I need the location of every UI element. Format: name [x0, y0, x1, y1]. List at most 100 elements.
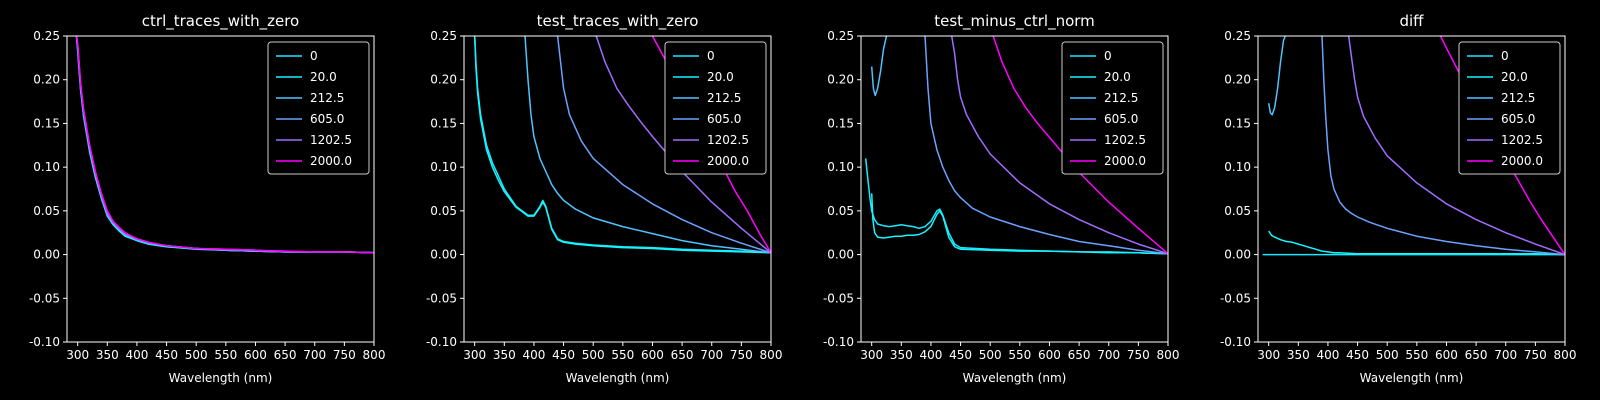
y-tick-label: -0.05 [29, 291, 60, 305]
y-tick-label: 0.10 [430, 160, 457, 174]
series-line-605.0 [924, 36, 1168, 255]
x-tick-label: 300 [463, 348, 486, 362]
series-group [75, 36, 374, 254]
legend-label: 1202.5 [1501, 133, 1543, 147]
y-tick-label: 0.15 [430, 116, 457, 130]
x-tick-label: 450 [949, 348, 972, 362]
y-tick-label: 0.20 [1224, 73, 1251, 87]
axes-frame [860, 35, 1169, 343]
series-line-1202.5 [595, 36, 771, 254]
y-tick-label: 0.00 [33, 248, 60, 262]
y-tick-label: 0.10 [827, 160, 854, 174]
x-axis-label: Wavelength (nm) [1360, 371, 1464, 385]
x-tick-label: 650 [671, 348, 694, 362]
x-tick-label: 400 [522, 348, 545, 362]
x-tick-label: 650 [274, 348, 297, 362]
x-tick-label: 600 [1038, 348, 1061, 362]
legend-label: 0 [1104, 49, 1112, 63]
x-tick-label: 600 [641, 348, 664, 362]
legend-box [664, 41, 767, 175]
x-tick-label: 350 [493, 348, 516, 362]
y-tick-label: -0.10 [426, 335, 457, 349]
axes-frame [1257, 35, 1566, 343]
legend-label: 1202.5 [707, 133, 749, 147]
y-tick-label: 0.15 [827, 116, 854, 130]
legend-label: 605.0 [1501, 112, 1535, 126]
legend-label: 212.5 [1501, 91, 1535, 105]
panel-test-minus-ctrl: test_minus_ctrl_norm Wavelength (nm) 300… [823, 12, 1180, 385]
y-tick-label: 0.20 [430, 73, 457, 87]
x-tick-label: 700 [303, 348, 326, 362]
x-axis-label: Wavelength (nm) [169, 371, 273, 385]
x-tick-label: 700 [1097, 348, 1120, 362]
y-tick-label: -0.10 [823, 335, 854, 349]
y-tick-label: 0.20 [827, 73, 854, 87]
legend-label: 212.5 [1104, 91, 1138, 105]
panel-test-traces: test_traces_with_zero Wavelength (nm) 30… [426, 12, 783, 385]
y-tick-label: -0.05 [426, 291, 457, 305]
legend-label: 20.0 [310, 70, 337, 84]
y-tick-label: 0.00 [1224, 248, 1251, 262]
series-line-212.5 [1267, 36, 1286, 116]
x-tick-label: 700 [700, 348, 723, 362]
x-tick-label: 550 [214, 348, 237, 362]
panel-title: test_minus_ctrl_norm [934, 12, 1095, 31]
x-tick-label: 500 [979, 348, 1002, 362]
y-tick-label: 0.05 [430, 204, 457, 218]
x-tick-label: 800 [363, 348, 386, 362]
panel-ctrl-traces: ctrl_traces_with_zero Wavelength (nm) 30… [29, 12, 386, 385]
x-tick-label: 800 [1157, 348, 1180, 362]
y-tick-label: 0.10 [33, 160, 60, 174]
x-tick-label: 500 [185, 348, 208, 362]
y-tick-label: -0.10 [1220, 335, 1251, 349]
x-tick-label: 750 [1524, 348, 1547, 362]
legend-label: 0 [310, 49, 318, 63]
axes-frame [66, 35, 375, 343]
series-line-2000.0 [75, 36, 374, 254]
x-tick-label: 650 [1465, 348, 1488, 362]
y-tick-label: 0.15 [1224, 116, 1251, 130]
y-tick-label: 0.15 [33, 116, 60, 130]
y-tick-label: 0.05 [827, 204, 854, 218]
series-group [864, 36, 1168, 255]
legend-label: 2000.0 [1501, 154, 1543, 168]
x-tick-label: 750 [1127, 348, 1150, 362]
x-tick-label: 350 [1287, 348, 1310, 362]
y-tick-label: 0.25 [1224, 29, 1251, 43]
series-line-1202.5 [950, 36, 1168, 255]
legend-label: 212.5 [310, 91, 344, 105]
axes-frame [463, 35, 772, 343]
legend-label: 0 [707, 49, 715, 63]
legend-label: 20.0 [1104, 70, 1131, 84]
legend-label: 605.0 [310, 112, 344, 126]
x-tick-label: 800 [1554, 348, 1577, 362]
x-tick-label: 550 [1405, 348, 1428, 362]
legend-box [1061, 41, 1164, 175]
x-tick-label: 650 [1068, 348, 1091, 362]
x-tick-label: 550 [1008, 348, 1031, 362]
y-tick-label: 0.20 [33, 73, 60, 87]
x-tick-label: 350 [890, 348, 913, 362]
y-tick-label: -0.05 [1220, 291, 1251, 305]
x-tick-label: 600 [244, 348, 267, 362]
y-tick-label: 0.05 [33, 204, 60, 218]
legend-label: 0 [1501, 49, 1509, 63]
y-tick-label: 0.00 [430, 248, 457, 262]
x-tick-label: 400 [919, 348, 942, 362]
x-tick-label: 350 [96, 348, 119, 362]
legend-box [267, 41, 370, 175]
y-tick-label: 0.25 [827, 29, 854, 43]
x-tick-label: 750 [333, 348, 356, 362]
x-tick-label: 750 [730, 348, 753, 362]
legend-box [1458, 41, 1561, 175]
panel-title: test_traces_with_zero [537, 12, 699, 31]
x-tick-label: 800 [760, 348, 783, 362]
x-tick-label: 400 [125, 348, 148, 362]
panel-diff: diff Wavelength (nm) 300 350 400 450 500 550 6… [1220, 12, 1577, 385]
y-tick-label: 0.05 [1224, 204, 1251, 218]
series-line-1202.5 [1347, 36, 1565, 256]
legend-label: 2000.0 [1104, 154, 1146, 168]
x-tick-label: 500 [1376, 348, 1399, 362]
x-tick-label: 300 [66, 348, 89, 362]
